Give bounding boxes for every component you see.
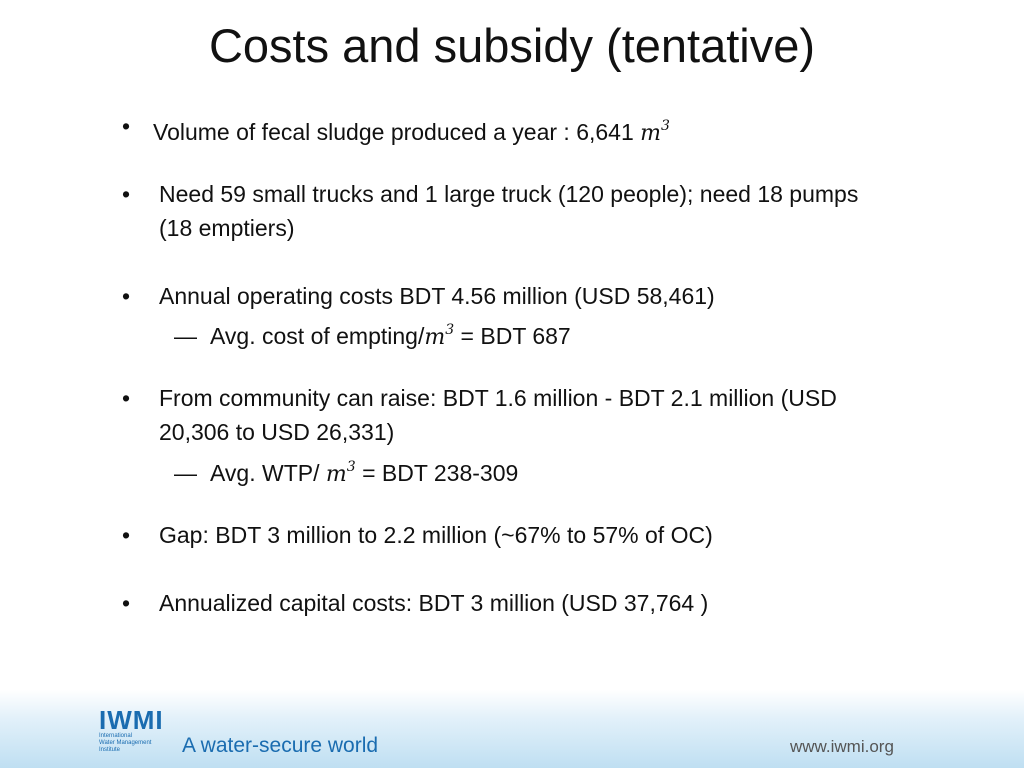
bullet-trucks: • Need 59 small trucks and 1 large truck…	[122, 177, 982, 247]
bullet-text: Volume of fecal sludge produced a year :…	[153, 118, 670, 146]
bullet-text: Need 59 small trucks and 1 large truck (…	[159, 181, 859, 241]
bullet-text: From community can raise: BDT 1.6 millio…	[159, 385, 837, 445]
bullet-text: Annualized capital costs: BDT 3 million …	[159, 590, 709, 616]
footer-band	[0, 690, 1024, 768]
sub-bullet-avg-wtp: — Avg. WTP/ m3 = BDT 238-309	[174, 450, 518, 492]
bullet-text: Annual operating costs BDT 4.56 million …	[159, 283, 715, 309]
bullet-dot: •	[122, 181, 131, 207]
cubic-meter-unit: m3	[424, 322, 455, 350]
footer-website-link[interactable]: www.iwmi.org	[790, 737, 894, 756]
iwmi-logo: IWMI International Water Management Inst…	[99, 705, 164, 753]
bullet-dot: •	[122, 113, 131, 139]
bullet-dot: •	[122, 283, 131, 309]
bullet-dot: •	[122, 590, 131, 616]
sub-bullet-dash: —	[174, 323, 197, 349]
sub-bullet-dash: —	[174, 460, 197, 486]
cubic-meter-unit: m3	[325, 459, 356, 487]
bullet-dot: •	[122, 385, 131, 411]
sub-bullet-avg-cost: — Avg. cost of empting/m3 = BDT 687	[174, 313, 571, 355]
bullet-community-raise: • From community can raise: BDT 1.6 mill…	[122, 381, 1002, 451]
footer-tagline: A water-secure world	[182, 734, 379, 757]
bullet-text: Gap: BDT 3 million to 2.2 million (~67% …	[159, 522, 713, 548]
bullet-dot: •	[122, 522, 131, 548]
cubic-meter-unit: m3	[640, 118, 670, 146]
slide-title: Costs and subsidy (tentative)	[208, 19, 816, 72]
